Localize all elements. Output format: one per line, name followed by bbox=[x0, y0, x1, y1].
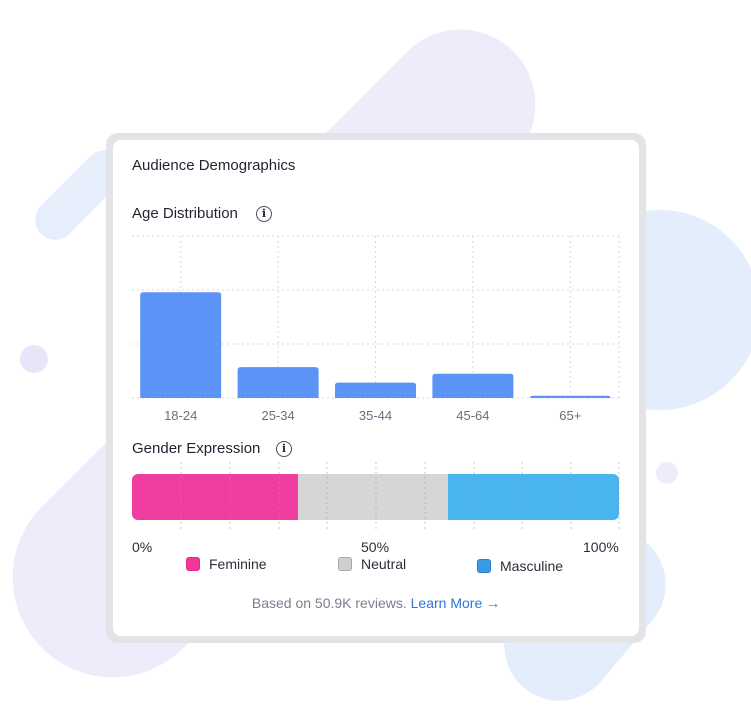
gender-expression-bar bbox=[132, 474, 619, 520]
legend-swatch bbox=[338, 557, 352, 571]
axis-label-100: 100% bbox=[583, 539, 619, 555]
segment-masculine bbox=[447, 474, 619, 520]
legend-label: Feminine bbox=[209, 556, 267, 572]
x-tick-label: 25-34 bbox=[261, 408, 294, 423]
background-dot bbox=[20, 345, 48, 373]
bar-45-64 bbox=[432, 373, 514, 398]
bar-35-44 bbox=[335, 382, 416, 398]
age-distribution-chart: 18-24 25-34 35-44 45-64 65+ bbox=[132, 235, 620, 423]
age-distribution-label: Age Distribution bbox=[132, 205, 238, 222]
legend-swatch bbox=[186, 557, 200, 571]
footer: Based on 50.9K reviews. Learn More → bbox=[113, 595, 639, 611]
footer-text: Based on 50.9K reviews. bbox=[251, 595, 407, 611]
segment-neutral bbox=[297, 474, 448, 520]
gender-expression-label: Gender Expression bbox=[132, 440, 261, 457]
x-tick-label: 45-64 bbox=[456, 408, 489, 423]
bar-65+ bbox=[529, 395, 611, 399]
learn-more-link[interactable]: Learn More → bbox=[410, 595, 501, 611]
axis-label-0: 0% bbox=[132, 539, 153, 555]
background-dot bbox=[656, 462, 678, 484]
card-title: Audience Demographics bbox=[132, 157, 296, 174]
x-tick-label: 35-44 bbox=[359, 408, 392, 423]
x-tick-label: 18-24 bbox=[164, 408, 197, 423]
legend-label: Neutral bbox=[361, 556, 407, 572]
legend-masculine: Masculine bbox=[477, 558, 563, 574]
x-tick-label: 65+ bbox=[559, 408, 581, 423]
demographics-card: Audience Demographics Age Distribution i… bbox=[113, 140, 639, 636]
legend-neutral: Neutral bbox=[338, 556, 406, 572]
info-icon[interactable]: i bbox=[276, 441, 292, 457]
bar-18-24 bbox=[140, 292, 222, 398]
segment-feminine bbox=[132, 474, 298, 520]
info-icon[interactable]: i bbox=[256, 206, 272, 222]
axis-label-50: 50% bbox=[361, 539, 390, 555]
bar-25-34 bbox=[237, 367, 319, 398]
legend-feminine: Feminine bbox=[186, 556, 267, 572]
legend-label: Masculine bbox=[500, 558, 564, 574]
legend-swatch bbox=[477, 559, 491, 573]
